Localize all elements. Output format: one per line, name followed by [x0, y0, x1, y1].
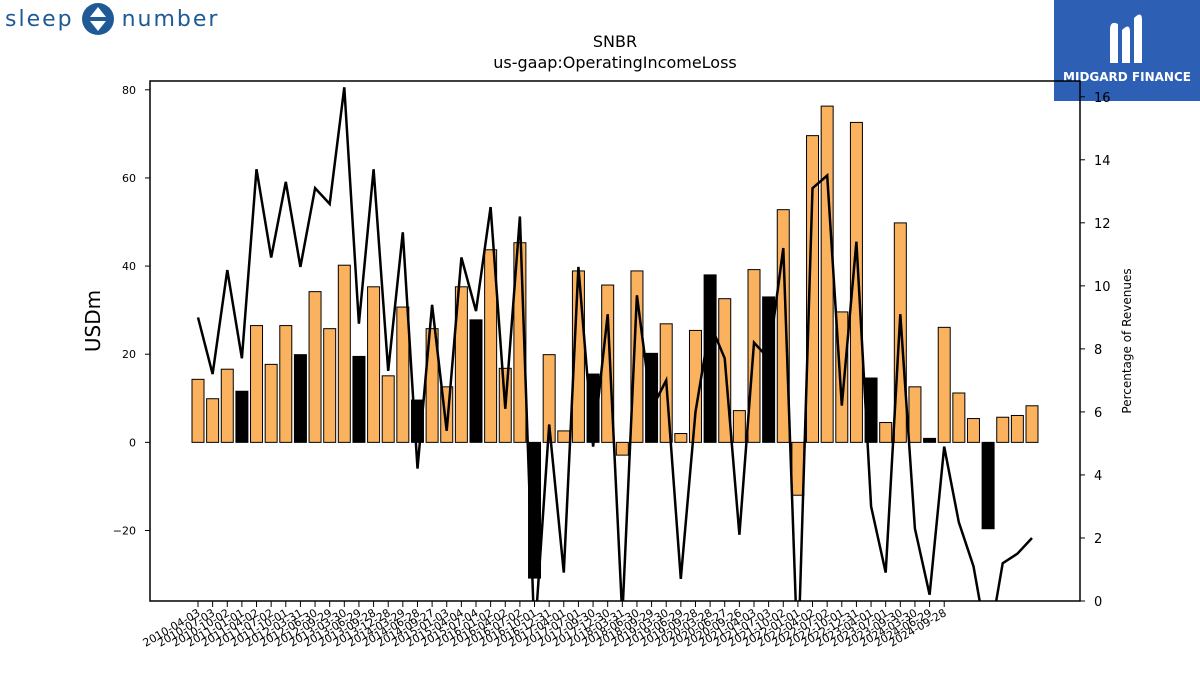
midgard-emblem-icon [1110, 14, 1142, 64]
bar [279, 325, 293, 443]
brand-right-text: number [121, 6, 220, 32]
bar [923, 437, 937, 443]
bar [981, 441, 995, 530]
bar [732, 410, 746, 443]
y2-tick-label: 12 [1094, 217, 1111, 232]
bar [352, 355, 366, 443]
bar [762, 296, 776, 443]
bar [440, 386, 454, 443]
bar [264, 363, 278, 443]
bar [235, 390, 249, 443]
bar [484, 249, 498, 443]
y2-tick-label: 0 [1094, 595, 1102, 610]
y-tick-label: 60 [122, 172, 136, 185]
bar [191, 378, 205, 443]
y2-tick-label: 16 [1094, 91, 1111, 106]
y-tick-label: 0 [129, 436, 136, 449]
bar [250, 325, 264, 443]
y-tick-label: 80 [122, 84, 136, 97]
bar [381, 375, 395, 443]
y-tick-label: −20 [113, 524, 136, 537]
y-axis-label: USDm [81, 290, 105, 352]
bar [966, 418, 980, 443]
y2-tick-label: 2 [1094, 532, 1102, 547]
bar [337, 264, 351, 443]
chart-title: SNBR [592, 32, 638, 51]
bar [674, 433, 688, 443]
y2-axis-label: Percentage of Revenues [1120, 268, 1134, 413]
bar [1010, 414, 1024, 443]
bar [528, 441, 542, 579]
bar [879, 422, 893, 443]
midgard-finance-text: MIDGARD FINANCE [1063, 70, 1191, 84]
bar [323, 328, 337, 443]
sleep-number-logo: sleep number [5, 3, 219, 35]
bar [220, 368, 234, 443]
bar [937, 326, 951, 443]
midgard-finance-logo: MIDGARD FINANCE [1054, 0, 1200, 101]
bar [820, 105, 834, 443]
bar [688, 329, 702, 443]
bar [806, 135, 820, 443]
bar [557, 430, 571, 443]
bar [308, 291, 322, 443]
bar [996, 416, 1010, 443]
brand-left-text: sleep [5, 6, 74, 32]
y2-tick-label: 14 [1094, 154, 1111, 169]
bar [703, 274, 717, 443]
bar [615, 441, 629, 456]
y2-tick-label: 8 [1094, 343, 1102, 358]
bar [206, 398, 220, 443]
plot-frame [149, 80, 1081, 602]
y2-tick-label: 4 [1094, 469, 1102, 484]
y-tick-label: 40 [122, 260, 136, 273]
bar [849, 121, 863, 443]
sleep-number-mark-icon [81, 3, 114, 35]
bar [908, 386, 922, 443]
series-line [196, 87, 1033, 601]
bar [776, 209, 790, 443]
y-tick-label: 20 [122, 348, 136, 361]
bar [396, 306, 410, 443]
bar [454, 286, 468, 443]
bar [367, 286, 381, 443]
bar [469, 319, 483, 443]
bar [293, 354, 307, 443]
bar [630, 270, 644, 443]
bar [1025, 405, 1039, 443]
bar [835, 311, 849, 443]
y2-tick-label: 10 [1094, 280, 1111, 295]
y2-tick-label: 6 [1094, 406, 1102, 421]
bar [952, 392, 966, 443]
chart-subtitle: us-gaap:OperatingIncomeLoss [493, 53, 737, 72]
bar [410, 399, 424, 443]
